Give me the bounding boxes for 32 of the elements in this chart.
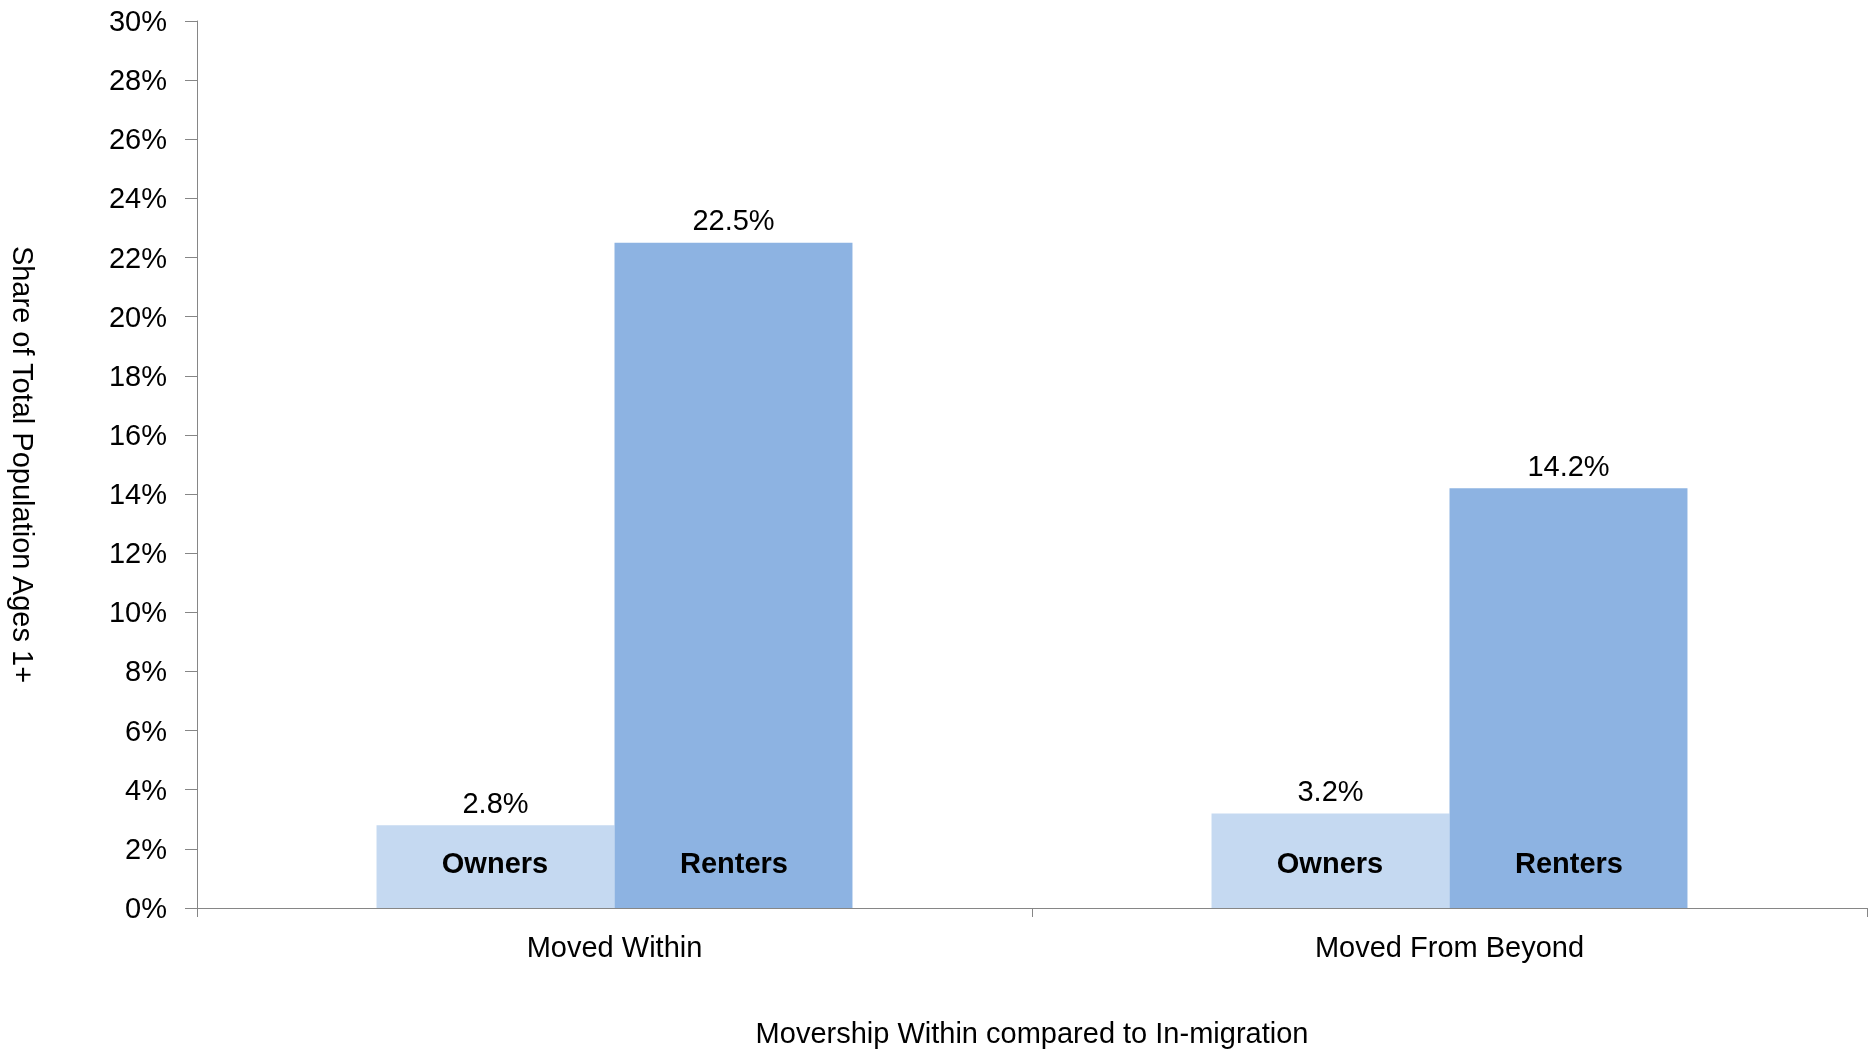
y-tick-label: 16% [108,418,167,451]
y-tick-label: 24% [108,182,167,215]
y-tick-label: 2% [125,832,167,865]
series-label: Owners [441,847,549,879]
bar [376,825,615,908]
y-tick-label: 14% [108,478,167,511]
y-tick-label: 28% [108,64,167,97]
series-label: Renters [680,847,788,879]
data-label: 14.2% [1527,449,1610,482]
x-axis-title: Movership Within compared to In-migration [755,1016,1309,1049]
data-label: 3.2% [1297,774,1364,807]
data-label: 22.5% [692,204,775,237]
y-tick-label: 22% [108,241,167,274]
y-tick-label: 18% [108,359,167,392]
y-tick-label: 8% [125,655,167,688]
y-tick-label: 0% [125,892,167,924]
bar [1211,813,1450,908]
text: Owners [1276,847,1384,879]
y-tick-label: 4% [125,773,167,806]
x-tick-label: Moved Within [526,930,703,963]
y-tick-label: 30% [108,5,167,37]
y-tick-label: 6% [125,714,167,747]
y-tick-label: 12% [108,537,167,570]
x-tick-label: Moved From Beyond [1314,930,1585,963]
text: Renters [1515,847,1623,879]
data-label: 2.8% [462,786,529,819]
bar [614,242,853,908]
y-tick-label: 10% [108,596,167,629]
y-axis-title: Share of Total Population Ages 1+ [6,245,39,684]
bar [1449,488,1688,908]
y-tick-label: 26% [108,123,167,156]
y-tick-label: 20% [108,300,167,333]
